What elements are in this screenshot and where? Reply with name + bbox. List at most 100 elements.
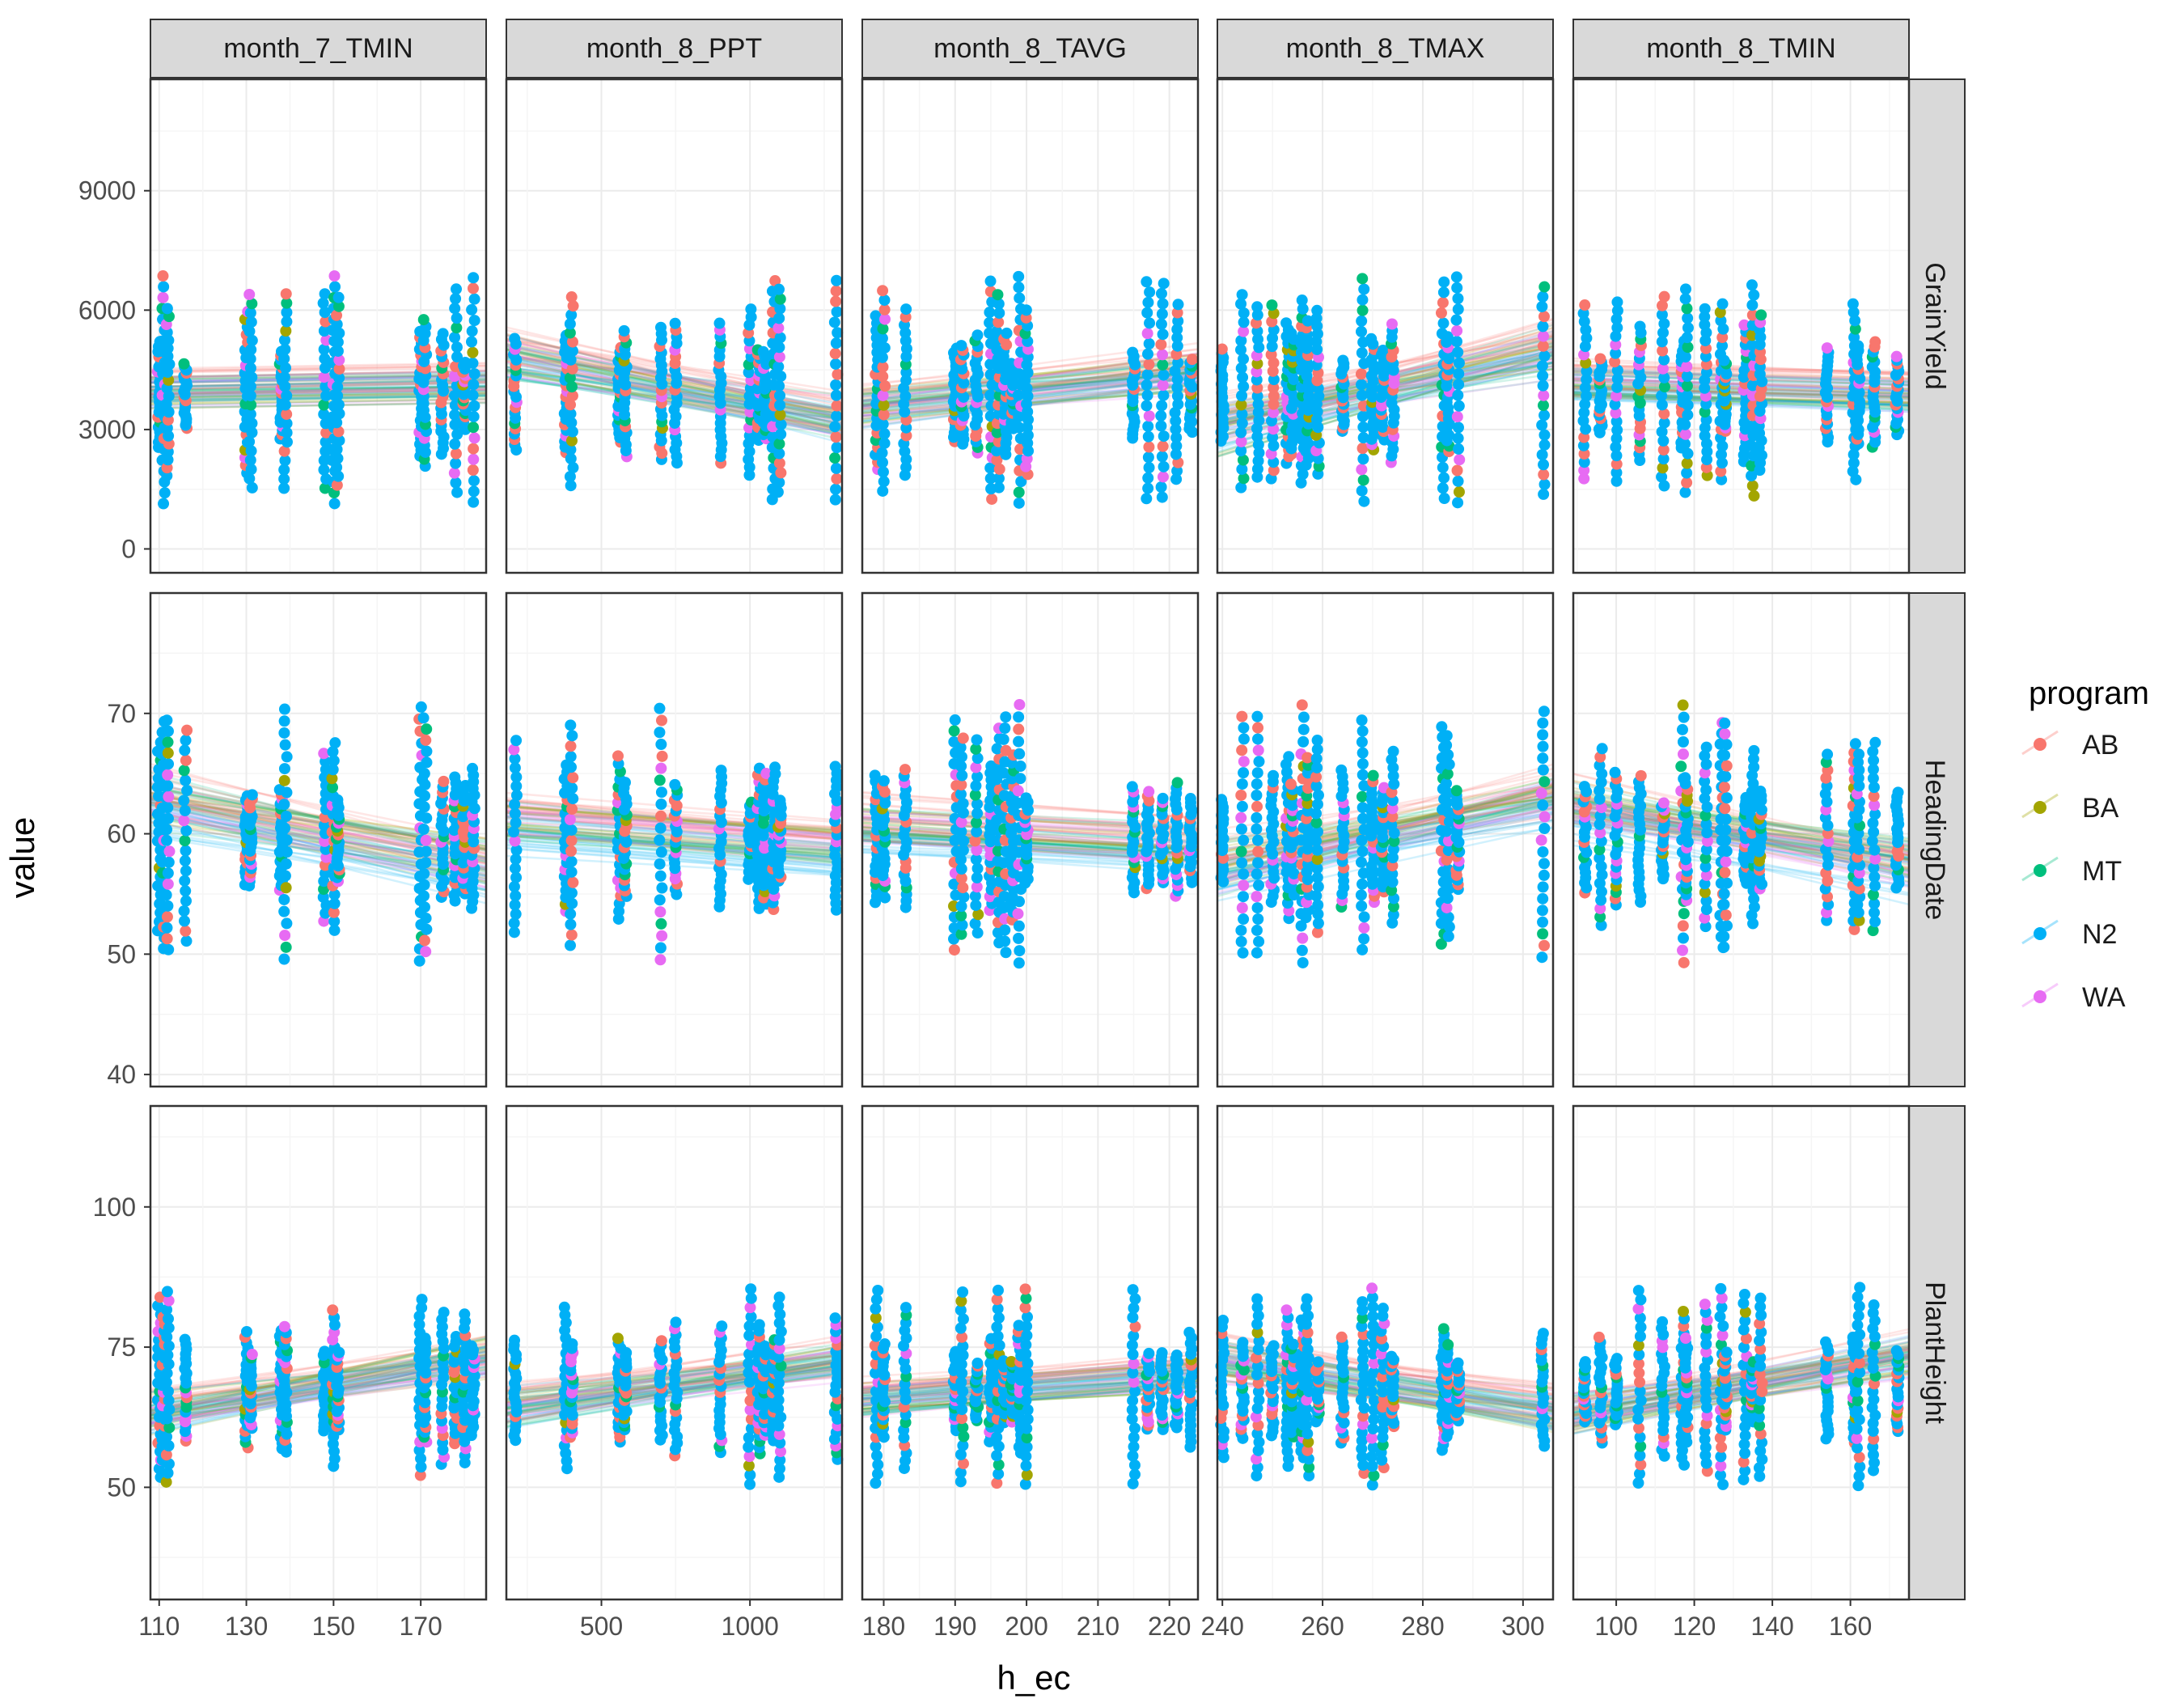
data-point (1356, 790, 1368, 803)
data-point (1538, 389, 1550, 401)
data-point (831, 306, 843, 318)
fit-line (150, 392, 487, 399)
panel-border (149, 78, 488, 574)
data-point (449, 438, 461, 450)
fit-line (150, 385, 487, 395)
data-point (654, 954, 667, 966)
data-point (984, 472, 997, 485)
data-point (1141, 379, 1153, 391)
data-point (162, 769, 174, 781)
facet-panel-GrainYield-month_8_PPT (505, 78, 844, 574)
data-point (870, 310, 882, 322)
data-point (420, 857, 432, 869)
data-point (1236, 778, 1248, 790)
data-point (281, 436, 293, 448)
data-point (468, 293, 480, 305)
data-point (831, 274, 843, 286)
data-point (280, 858, 292, 870)
fit-line (150, 385, 487, 393)
data-point (449, 303, 461, 315)
data-point (1536, 449, 1548, 461)
data-point (1682, 399, 1694, 411)
data-point (279, 870, 291, 882)
data-point (244, 408, 256, 420)
data-point (331, 309, 343, 321)
data-point (161, 933, 173, 945)
data-point (468, 432, 480, 444)
data-point (1681, 467, 1693, 479)
data-point (1538, 459, 1550, 471)
data-point (1005, 358, 1018, 370)
data-point (1238, 913, 1250, 926)
data-point (180, 735, 192, 747)
data-point (246, 417, 258, 430)
data-point (612, 750, 624, 762)
facet-panel-HeadingDate-month_8_TMIN (1572, 591, 1911, 1088)
data-point (1251, 947, 1263, 959)
data-point (1852, 340, 1864, 352)
data-point (328, 498, 341, 510)
data-point (1678, 438, 1691, 450)
data-point (1594, 353, 1606, 365)
data-point (1238, 756, 1250, 768)
data-point (1001, 327, 1013, 339)
data-point (1238, 868, 1250, 880)
data-point (876, 447, 888, 459)
data-point (1441, 777, 1453, 790)
facet-strip-month_8_TMAX (1217, 19, 1554, 78)
data-point (1720, 909, 1732, 922)
data-point (1537, 752, 1549, 765)
data-point (1716, 298, 1729, 310)
data-point (468, 475, 480, 487)
data-point (566, 345, 578, 357)
data-point (417, 314, 430, 326)
data-point (1356, 714, 1368, 727)
data-point (1253, 935, 1265, 947)
data-point (320, 390, 332, 402)
data-point (1252, 845, 1264, 858)
data-point (1677, 748, 1689, 761)
data-point (1538, 488, 1550, 500)
data-point (332, 381, 344, 393)
data-point (1437, 317, 1450, 329)
data-point (1252, 722, 1264, 734)
data-point (332, 399, 345, 411)
data-point (451, 283, 463, 295)
data-point (1452, 497, 1464, 509)
data-point (1869, 736, 1881, 748)
data-point (510, 735, 523, 747)
data-point (1536, 419, 1548, 431)
data-point (278, 371, 290, 383)
data-point (320, 417, 332, 430)
data-point (1442, 911, 1454, 923)
data-point (565, 719, 577, 731)
data-point (832, 327, 844, 339)
data-point (1013, 486, 1025, 498)
data-point (178, 765, 190, 777)
data-point (1682, 409, 1694, 421)
data-point (244, 362, 256, 374)
data-point (243, 325, 256, 337)
fit-line (150, 386, 487, 392)
fit-line (150, 379, 487, 388)
data-point (1539, 281, 1551, 293)
data-point (1679, 486, 1691, 498)
data-point (565, 740, 577, 752)
data-point (1746, 299, 1759, 311)
fit-line (150, 370, 487, 379)
data-point (900, 430, 912, 442)
data-point (745, 303, 757, 316)
data-point (566, 803, 578, 816)
data-point (1453, 379, 1465, 391)
data-point (565, 824, 578, 836)
data-point (565, 751, 577, 763)
data-point (1297, 735, 1310, 748)
data-point (420, 734, 432, 746)
data-point (317, 297, 329, 309)
data-point (420, 834, 432, 846)
data-point (320, 316, 332, 328)
data-point (1721, 760, 1733, 772)
data-point (566, 782, 578, 794)
data-point (565, 855, 578, 867)
fit-line (150, 384, 487, 391)
